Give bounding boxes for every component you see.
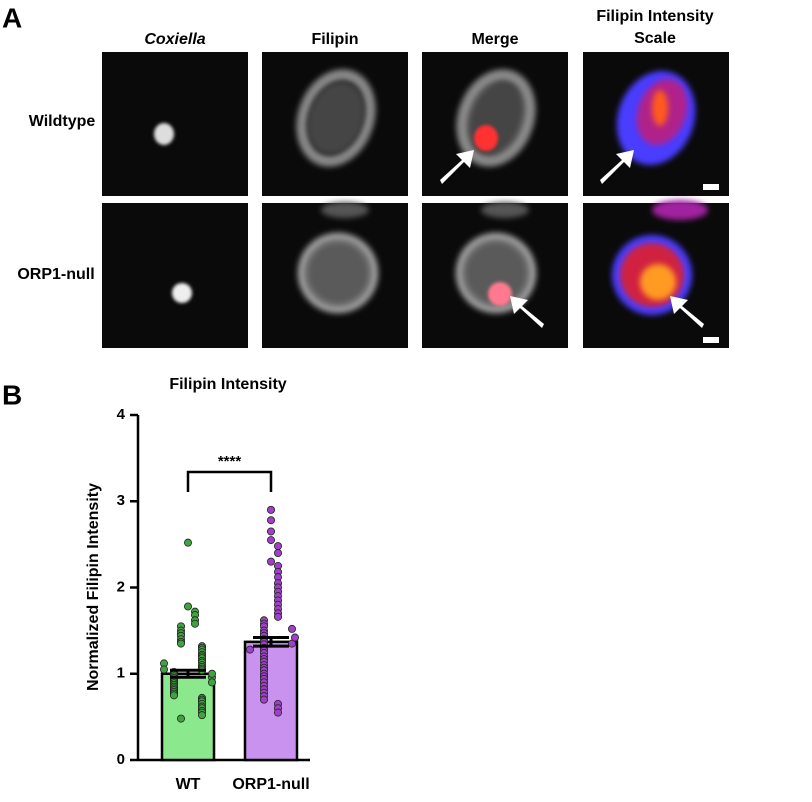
data-point (190, 619, 199, 628)
data-point (176, 714, 185, 723)
data-point (273, 708, 282, 717)
data-point (207, 678, 216, 687)
data-point (183, 538, 192, 547)
data-point (290, 633, 299, 642)
data-point (159, 665, 168, 674)
arrow (510, 296, 544, 328)
y-tick-label: 1 (117, 665, 125, 682)
data-point (273, 612, 282, 621)
image (102, 52, 248, 196)
panel-label: A (2, 2, 22, 33)
arrow (600, 150, 634, 184)
x-tick-label: ORP1-null (232, 776, 309, 793)
bacterium (474, 125, 498, 151)
y-tick-label: 4 (117, 406, 126, 423)
cell (456, 69, 536, 167)
cell (640, 264, 676, 300)
column-header: Filipin Intensity Scale (596, 8, 714, 47)
data-point (266, 505, 275, 514)
data-point (197, 711, 206, 720)
arrow (440, 150, 474, 184)
row-label: Wildtype (29, 113, 96, 130)
arrow (670, 296, 704, 328)
data-point (183, 602, 192, 611)
data-point (207, 669, 216, 678)
column-header: Merge (471, 31, 518, 48)
cell (306, 81, 366, 155)
bacterium (172, 283, 192, 303)
y-tick-label: 3 (117, 492, 125, 509)
micrographs (102, 52, 729, 348)
data-point (259, 695, 268, 704)
column-header: Coxiella (144, 31, 205, 48)
scale-bar (703, 184, 719, 190)
cell (304, 239, 372, 307)
cell (455, 232, 537, 314)
row-label: ORP1-null (17, 266, 94, 283)
bar (160, 672, 216, 762)
bacterium (154, 123, 174, 145)
y-axis-label: Normalized Filipin Intensity (85, 483, 102, 691)
data-point (266, 557, 275, 566)
cell (296, 69, 376, 167)
x-tick-label: WT (176, 776, 201, 793)
cell (297, 232, 379, 314)
cell (481, 202, 529, 218)
data-point (245, 645, 254, 654)
bar (243, 640, 299, 762)
y-tick-label: 2 (117, 578, 125, 595)
data-point (273, 549, 282, 558)
data-point (266, 536, 275, 545)
data-point (169, 691, 178, 700)
cell (462, 239, 530, 307)
cell (321, 202, 369, 218)
data-point (287, 624, 296, 633)
data-point (266, 516, 275, 525)
scale-bar (703, 337, 719, 343)
cell (652, 200, 708, 220)
panel-label: B (2, 379, 22, 410)
significance: **** (218, 453, 242, 470)
cell (652, 90, 668, 126)
data-point (273, 542, 282, 551)
y-tick-label: 0 (117, 751, 125, 768)
data-point (176, 639, 185, 648)
data-point (266, 527, 275, 536)
chart-title: Filipin Intensity (169, 376, 286, 393)
column-header: Filipin (311, 31, 358, 48)
significance-bracket (186, 470, 273, 492)
bacterium (488, 282, 512, 306)
image (102, 203, 248, 348)
